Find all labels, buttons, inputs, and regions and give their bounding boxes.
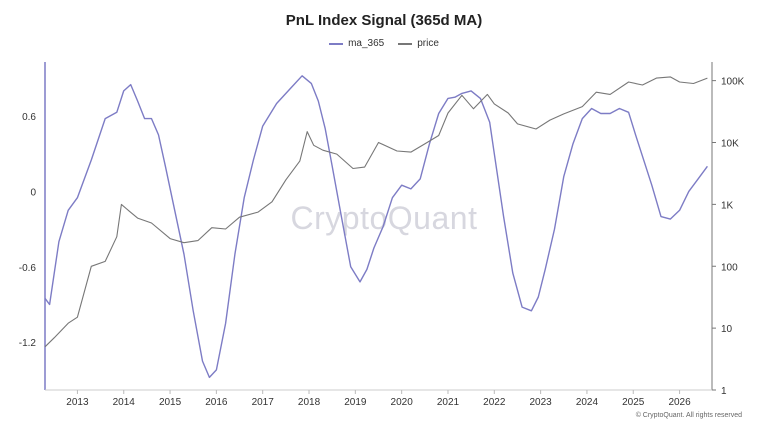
legend-item-ma-365[interactable]: ma_365 (329, 38, 384, 49)
x-tick-label: 2013 (66, 397, 89, 408)
series-line-price (44, 76, 708, 348)
y-right-tick-label: 1 (721, 386, 727, 397)
watermark: CryptoQuant (290, 200, 478, 236)
y-right-tick-label: 10 (721, 324, 733, 335)
y-right-tick-label: 100 (721, 262, 738, 273)
series-line-ma-365 (44, 75, 708, 379)
legend: ma_365 price (0, 38, 768, 49)
x-tick-label: 2023 (529, 397, 552, 408)
x-tick-label: 2016 (205, 397, 228, 408)
y-left-tick-label: 0 (30, 187, 36, 198)
y-right-tick-label: 10K (721, 139, 739, 150)
x-tick-label: 2021 (437, 397, 460, 408)
legend-swatch-ma-365 (329, 42, 344, 45)
chart-title: PnL Index Signal (365d MA) (285, 12, 483, 29)
legend-swatch-price (398, 42, 413, 45)
copyright-note: © CryptoQuant. All rights reserved (635, 412, 742, 419)
legend-label-ma-365: ma_365 (348, 38, 385, 49)
x-tick-label: 2015 (159, 397, 182, 408)
x-tick-label: 2024 (576, 397, 599, 408)
legend-item-price[interactable]: price (398, 38, 439, 49)
y-right-tick-label: 1K (721, 200, 734, 211)
x-tick-label: 2014 (113, 397, 136, 408)
x-tick-label: 2020 (391, 397, 414, 408)
y-left-tick-label: -0.6 (19, 263, 37, 274)
x-tick-label: 2022 (483, 397, 506, 408)
y-left-tick-label: 0.6 (22, 112, 36, 123)
y-right-tick-label: 100K (721, 77, 745, 88)
x-tick-label: 2019 (344, 397, 367, 408)
y-left-tick-label: -1.2 (19, 338, 37, 349)
x-tick-label: 2026 (668, 397, 691, 408)
x-tick-label: 2025 (622, 397, 645, 408)
x-tick-label: 2017 (252, 397, 275, 408)
legend-label-price: price (417, 38, 439, 49)
x-tick-label: 2018 (298, 397, 321, 408)
